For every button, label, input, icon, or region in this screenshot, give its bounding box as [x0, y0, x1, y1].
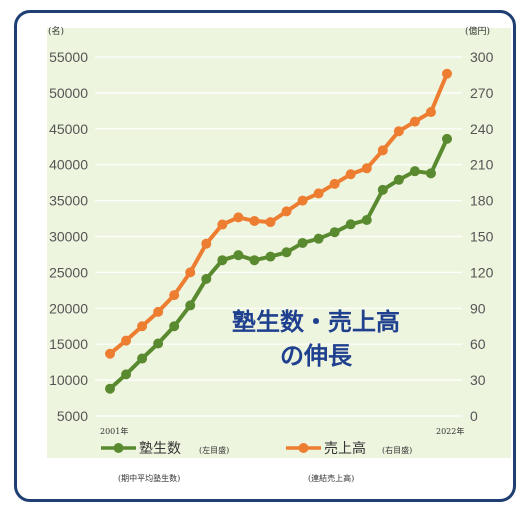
chart-frame — [14, 10, 516, 502]
series-point-1 — [121, 369, 132, 380]
series-point-2 — [297, 195, 308, 206]
right-axis-tick-label: 240 — [470, 121, 494, 137]
series-point-2 — [153, 306, 164, 317]
right-axis-tick-label: 60 — [470, 336, 486, 352]
series-point-1 — [425, 168, 436, 179]
series-point-2 — [121, 335, 132, 346]
right-axis-unit: (億円) — [465, 25, 490, 37]
series-point-1 — [185, 300, 196, 311]
right-axis-tick-label: 180 — [470, 193, 494, 209]
left-axis-tick-label: 50000 — [49, 85, 88, 101]
left-axis-unit: (名) — [48, 25, 64, 37]
series-point-1 — [297, 237, 308, 248]
legend-label-2: 売上高 — [324, 440, 366, 457]
series-point-1 — [361, 214, 372, 225]
series-point-2 — [313, 188, 324, 199]
left-axis-tick-label: 35000 — [49, 193, 88, 209]
series-point-2 — [105, 348, 115, 359]
right-axis-tick-label: 300 — [470, 49, 494, 65]
series-point-2 — [265, 217, 276, 228]
left-axis-tick-label: 40000 — [49, 157, 88, 173]
series-point-1 — [329, 227, 340, 238]
series-sub-label-2: (連結売上高) — [308, 473, 354, 483]
legend-marker-1 — [113, 443, 124, 453]
right-axis-tick-label: 270 — [470, 85, 494, 101]
series-point-2 — [393, 126, 404, 137]
series-point-2 — [137, 321, 148, 332]
series-point-2 — [377, 145, 388, 156]
legend-note-1: (左目盛) — [199, 445, 229, 455]
series-line-1 — [108, 138, 449, 391]
series-point-1 — [201, 273, 212, 284]
series-point-2 — [249, 215, 260, 226]
left-axis-tick-label: 15000 — [49, 336, 88, 352]
series-point-1 — [442, 133, 452, 144]
right-axis-tick-label: 90 — [470, 300, 486, 316]
chart-title-line-1: 塾生数・売上高 — [232, 307, 400, 336]
series-point-1 — [249, 255, 260, 266]
series-point-1 — [153, 338, 164, 349]
series-point-2 — [409, 116, 420, 127]
series-point-1 — [105, 383, 115, 394]
left-axis-tick-label: 20000 — [49, 300, 88, 316]
left-axis-tick-label: 30000 — [49, 229, 88, 245]
chart-title-line-2: の伸長 — [280, 341, 353, 370]
legend-marker-2 — [298, 443, 309, 453]
x-end-label: 2022年 — [436, 426, 464, 436]
legend-note-2: (右目盛) — [382, 445, 412, 455]
series-point-1 — [233, 250, 244, 261]
series-point-2 — [442, 68, 452, 79]
series-point-1 — [137, 353, 148, 364]
left-axis-tick-label: 45000 — [49, 121, 88, 137]
series-point-2 — [329, 178, 340, 189]
left-axis-tick-label: 55000 — [49, 49, 88, 65]
right-axis-tick-label: 30 — [470, 372, 486, 388]
right-axis-tick-label: 210 — [470, 157, 494, 173]
series-point-1 — [313, 233, 324, 244]
series-line-2 — [108, 73, 449, 356]
series-point-1 — [409, 166, 420, 177]
right-axis-tick-label: 0 — [470, 408, 478, 424]
series-sub-label-1: (期中平均塾生数) — [118, 473, 180, 483]
series-point-2 — [169, 290, 180, 301]
left-axis-tick-label: 5000 — [57, 408, 88, 424]
left-axis-tick-label: 10000 — [49, 372, 88, 388]
x-start-label: 2001年 — [100, 426, 128, 436]
right-axis-tick-label: 150 — [470, 229, 494, 245]
series-point-1 — [265, 251, 276, 262]
series-point-1 — [393, 174, 404, 185]
series-point-1 — [281, 247, 292, 258]
series-point-2 — [201, 238, 212, 249]
right-axis-tick-label: 120 — [470, 264, 494, 280]
series-point-2 — [281, 206, 292, 217]
series-point-2 — [345, 169, 356, 180]
left-axis-tick-label: 25000 — [49, 264, 88, 280]
series-point-2 — [233, 212, 244, 223]
series-point-2 — [185, 267, 196, 278]
series-point-1 — [169, 321, 180, 332]
series-point-2 — [217, 219, 228, 230]
series-point-1 — [377, 184, 388, 195]
series-point-1 — [217, 255, 228, 266]
series-point-1 — [345, 219, 356, 230]
series-point-2 — [425, 107, 436, 118]
legend-label-1: 塾生数 — [139, 441, 181, 457]
series-point-2 — [361, 163, 372, 174]
plot-area — [47, 28, 511, 458]
